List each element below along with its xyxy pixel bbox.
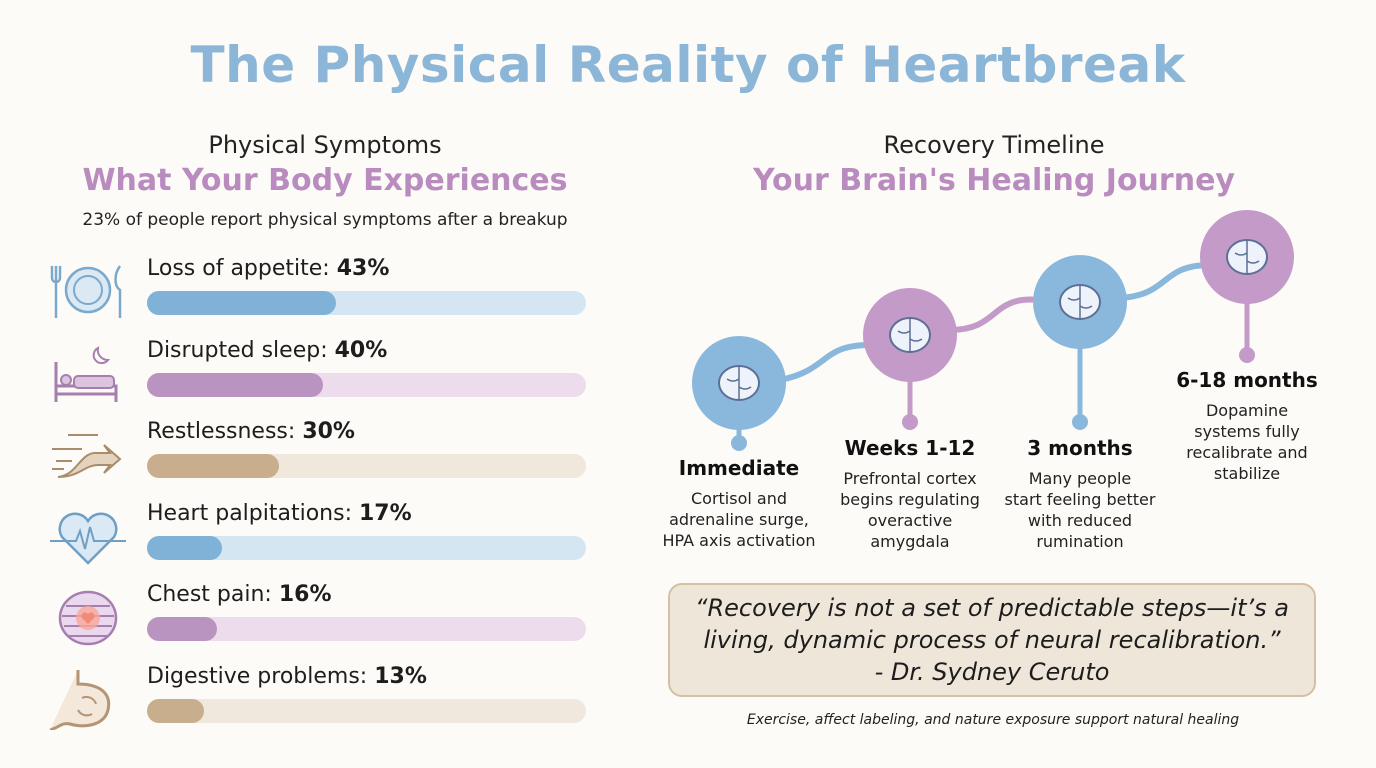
symptom-bar-fill [147, 454, 279, 479]
symptom-value: 43% [336, 256, 390, 281]
symptom-bar-fill [147, 291, 336, 315]
symptom-label: Disrupted sleep: 40% [147, 338, 387, 363]
desc-line: rumination [1036, 532, 1124, 551]
timeline-dot [731, 435, 747, 451]
desc-line: start feeling better [1004, 490, 1156, 509]
symptom-value: 16% [278, 582, 332, 608]
symptom-bar-fill [147, 535, 222, 560]
quote-line-2: living, dynamic process of neural recali… [703, 626, 1281, 654]
desc-line: adrenaline surge, [669, 510, 809, 529]
page-title: The Physical Reality of Heartbreak [190, 36, 1186, 94]
timeline-stage-title: Weeks 1-12 [844, 436, 976, 460]
symptom-value: 17% [358, 500, 412, 526]
stomach-icon [48, 668, 128, 732]
symptom-label: Heart palpitations: 17% [147, 501, 412, 526]
symptom-bar-fill [147, 372, 323, 397]
timeline-curve-1 [779, 342, 871, 383]
desc-line: amygdala [870, 532, 950, 551]
desc-line: Prefrontal cortex [843, 469, 977, 488]
symptom-label: Chest pain: 16% [147, 582, 332, 607]
symptoms-note: 23% of people report physical symptoms a… [82, 210, 568, 230]
plate-cutlery-icon [48, 260, 128, 322]
timeline-dot [1239, 347, 1255, 363]
quote-author: - Dr. Sydney Ceruto [874, 658, 1110, 686]
symptom-bar-fill [147, 699, 205, 723]
timeline-dot [902, 414, 918, 430]
quote-line-1: “Recovery is not a set of predictable st… [695, 594, 1289, 622]
desc-line: systems fully [1194, 422, 1300, 441]
desc-line: begins regulating [840, 490, 980, 509]
timeline-curve-2 [949, 296, 1041, 333]
symptom-label: Restlessness: 30% [147, 419, 355, 444]
desc-line: recalibrate and [1186, 443, 1308, 462]
symptom-bar-track [147, 372, 586, 397]
timeline-stage-desc: Many people start feeling better with redu… [980, 468, 1180, 552]
symptom-label: Loss of appetite: 43% [147, 256, 389, 281]
timeline-stage-desc: Prefrontal cortex begins regulating overac… [810, 468, 1010, 552]
footnote: Exercise, affect labeling, and nature ex… [746, 712, 1240, 728]
desc-line: stabilize [1213, 464, 1281, 483]
symptom-value: 40% [334, 337, 388, 363]
symptom-bar-track [147, 617, 586, 642]
symptom-name: Digestive problems: [147, 664, 375, 689]
symptom-name: Restlessness: [147, 419, 303, 445]
timeline-stage-desc: Dopamine systems fully recalibrate and stab… [1147, 400, 1347, 484]
timeline-stage-desc: Cortisol and adrenaline surge, HPA axis ac… [639, 488, 839, 551]
symptoms-heading: Physical Symptoms [208, 131, 442, 159]
timeline-subheading: Your Brain's Healing Journey [753, 163, 1235, 198]
symptom-bar-track [147, 535, 586, 560]
symptom-value: 13% [374, 664, 427, 689]
symptom-bar-track [147, 699, 586, 723]
desc-line: Dopamine [1205, 401, 1289, 420]
quote-box: “Recovery is not a set of predictable st… [668, 583, 1316, 697]
symptom-bar-track [147, 454, 586, 479]
symptoms-subheading: What Your Body Experiences [82, 163, 568, 198]
symptom-label: Digestive problems: 13% [147, 664, 427, 689]
symptom-name: Heart palpitations: [147, 500, 359, 526]
timeline-curve-3 [1119, 262, 1211, 301]
timeline-stage-title: Immediate [678, 456, 800, 480]
symptom-name: Chest pain: [147, 582, 279, 608]
desc-line: overactive [867, 511, 953, 530]
wind-arrow-icon [48, 423, 128, 485]
symptom-name: Loss of appetite: [147, 256, 337, 281]
symptom-value: 30% [302, 419, 355, 445]
bed-moon-icon [48, 342, 128, 404]
timeline-dot [1072, 414, 1088, 430]
symptom-name: Disrupted sleep: [147, 337, 335, 363]
timeline-stage-title: 6-18 months [1176, 368, 1318, 392]
desc-line: Cortisol and [690, 489, 787, 508]
symptom-bar-fill [147, 617, 218, 642]
ribcage-heart-icon [48, 586, 128, 648]
desc-line: with reduced [1027, 511, 1133, 530]
desc-line: HPA axis activation [662, 531, 816, 550]
timeline-heading: Recovery Timeline [883, 131, 1105, 159]
desc-line: Many people [1028, 469, 1132, 488]
heart-pulse-icon [48, 505, 128, 567]
symptom-bar-track [147, 291, 586, 315]
timeline-stage-title: 3 months [1027, 436, 1133, 460]
